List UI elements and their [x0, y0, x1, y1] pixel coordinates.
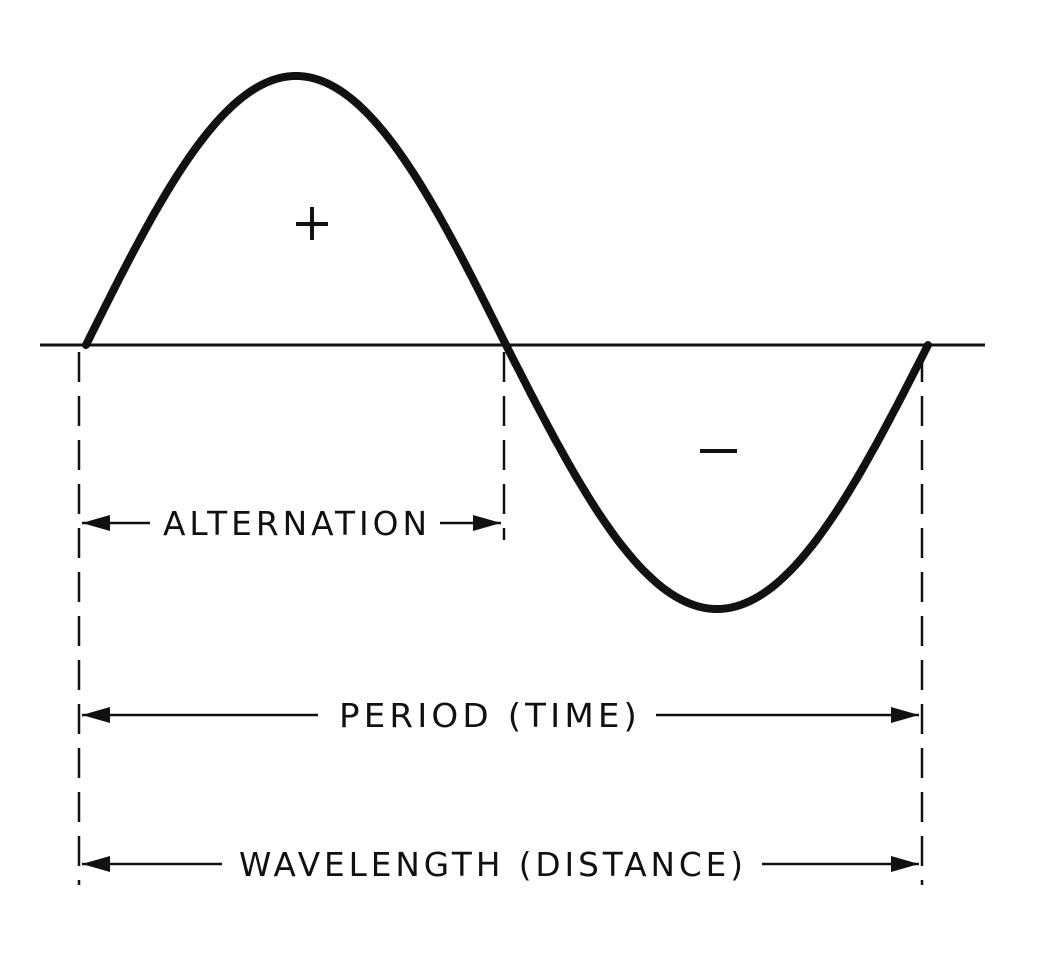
period-dimension: PERIOD (TIME) — [82, 696, 919, 735]
sine-waveform — [82, 72, 932, 613]
arrowhead-left-icon — [82, 707, 110, 723]
period-label: PERIOD (TIME) — [339, 696, 641, 735]
wavelength-dimension: WAVELENGTH (DISTANCE) — [82, 845, 919, 884]
arrowhead-right-icon — [891, 856, 919, 872]
arrowhead-left-icon — [82, 856, 110, 872]
positive-sign-icon — [296, 207, 328, 240]
arrowhead-left-icon — [82, 515, 110, 531]
arrowhead-right-icon — [473, 515, 501, 531]
alternation-dimension: ALTERNATION — [82, 504, 501, 543]
arrowhead-right-icon — [891, 707, 919, 723]
alternation-label: ALTERNATION — [163, 504, 431, 543]
wavelength-label: WAVELENGTH (DISTANCE) — [239, 845, 747, 884]
